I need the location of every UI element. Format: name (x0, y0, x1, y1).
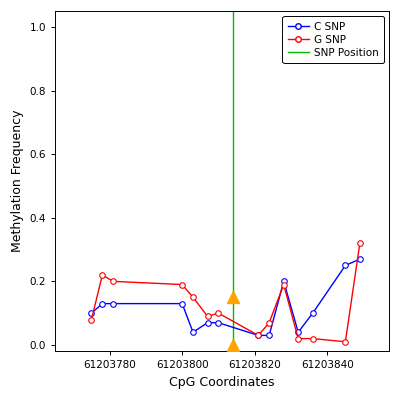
X-axis label: CpG Coordinates: CpG Coordinates (169, 376, 275, 389)
Y-axis label: Methylation Frequency: Methylation Frequency (11, 110, 24, 252)
Legend: C SNP, G SNP, SNP Position: C SNP, G SNP, SNP Position (282, 16, 384, 63)
